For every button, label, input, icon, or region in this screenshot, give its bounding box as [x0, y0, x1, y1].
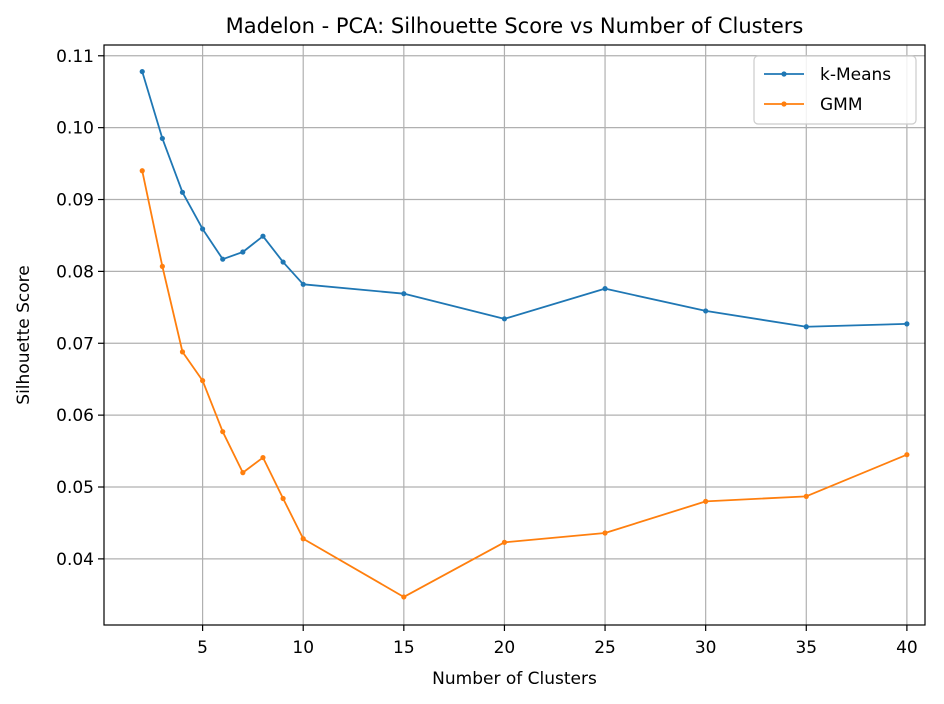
data-point: [139, 168, 145, 174]
series-k-means: [139, 68, 910, 330]
y-tick-label: 0.10: [56, 119, 94, 139]
data-point: [703, 498, 709, 504]
x-tick-label: 35: [795, 638, 817, 658]
data-point: [803, 324, 809, 330]
data-point: [703, 308, 709, 314]
ticks: 5 10 15 20 25 30 35 40 0.04 0.05 0.06 0.07 0.08 0.09 0…: [56, 47, 918, 658]
plot-frame: [103, 44, 926, 626]
x-axis-label: Number of Clusters: [432, 669, 597, 689]
data-point: [179, 189, 186, 195]
legend-box: [753, 55, 917, 125]
x-tick-label: 15: [393, 638, 415, 658]
legend-swatch-marker: [781, 101, 787, 107]
data-point: [300, 281, 306, 287]
data-point: [260, 454, 266, 461]
data-point: [401, 594, 407, 600]
data-point: [602, 530, 608, 536]
y-axis-label: Silhouette Score: [14, 265, 34, 404]
data-point: [159, 263, 165, 269]
data-point: [240, 470, 246, 476]
x-tick-label: 25: [594, 638, 616, 658]
y-tick-label: 0.08: [56, 262, 94, 282]
grid: [104, 45, 925, 625]
x-tick-label: 10: [292, 638, 314, 658]
data-point: [501, 316, 508, 322]
data-point: [280, 259, 286, 265]
data-point: [159, 135, 165, 142]
data-point: [904, 452, 910, 458]
y-tick-label: 0.09: [56, 191, 94, 211]
x-tick-label: 5: [197, 638, 208, 658]
data-point: [139, 68, 145, 75]
data-point: [803, 493, 809, 499]
x-tick-label: 30: [695, 638, 717, 658]
series-layer: [139, 68, 910, 600]
legend-swatch-marker: [781, 71, 787, 77]
data-point: [300, 536, 306, 542]
data-point: [904, 321, 910, 327]
data-point: [179, 349, 186, 355]
data-point: [401, 291, 407, 297]
series-line: [141, 170, 908, 598]
legend: k-Means GMM: [753, 55, 917, 125]
chart-title: Madelon - PCA: Silhouette Score vs Numbe…: [226, 14, 804, 38]
y-tick-label: 0.05: [56, 478, 94, 498]
x-tick-label: 20: [494, 638, 516, 658]
data-point: [240, 249, 246, 255]
data-point: [602, 286, 608, 292]
series-gmm: [139, 168, 910, 600]
legend-label: GMM: [820, 95, 863, 115]
data-point: [280, 495, 286, 502]
y-tick-label: 0.11: [56, 47, 94, 67]
data-point: [220, 429, 226, 435]
data-point: [260, 233, 266, 239]
data-point: [501, 539, 508, 545]
data-point: [200, 378, 206, 384]
x-tick-label: 40: [896, 638, 918, 658]
y-tick-label: 0.07: [56, 334, 94, 354]
legend-label: k-Means: [820, 65, 891, 85]
data-point: [200, 226, 206, 232]
y-tick-label: 0.06: [56, 406, 94, 426]
y-tick-label: 0.04: [56, 550, 94, 570]
data-point: [220, 256, 226, 262]
